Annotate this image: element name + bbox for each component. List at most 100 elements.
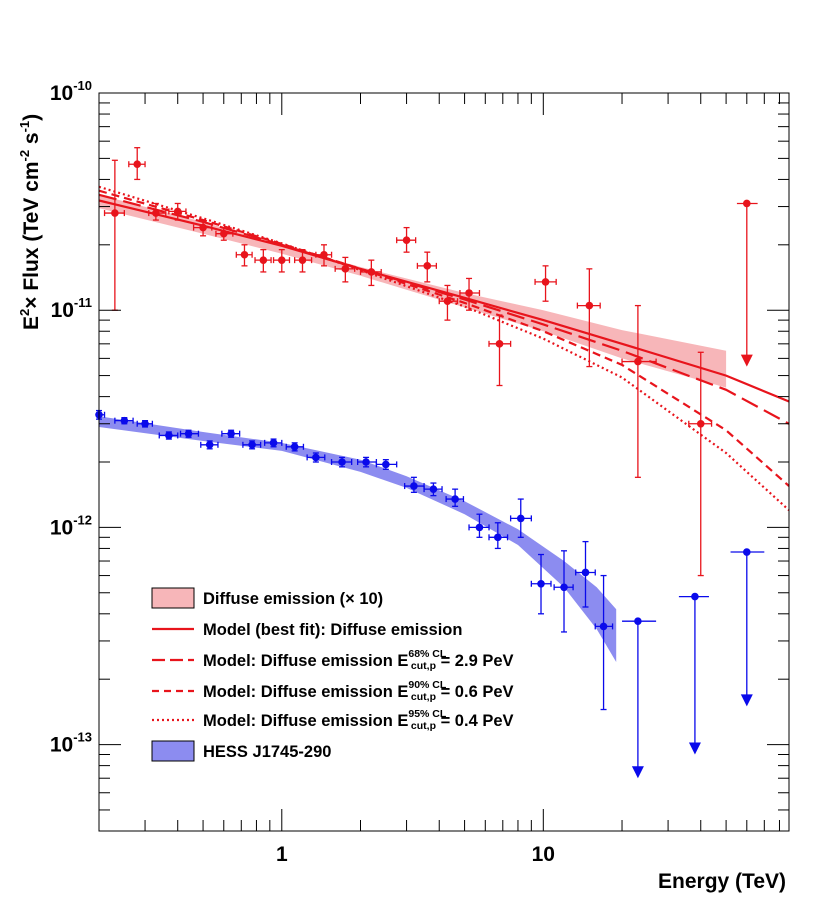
data-point-0-17 <box>488 314 512 387</box>
legend-item-model_best: Model (best fit): Diffuse emission <box>152 621 462 639</box>
legend-label-main: Model: Diffuse emission E <box>203 683 408 701</box>
bands-layer <box>99 194 727 662</box>
y-tick-base: 10 <box>51 299 74 322</box>
y-tick-label-1: 10-12 <box>50 512 92 539</box>
data-point-1-13 <box>375 459 398 471</box>
data-point-0-16 <box>459 277 481 311</box>
marker <box>599 622 608 631</box>
data-point-1-15 <box>423 482 443 497</box>
marker <box>585 301 594 310</box>
data-point-1-6 <box>221 429 241 438</box>
y-tick-label-2: 10-11 <box>51 295 92 322</box>
marker <box>240 250 249 259</box>
legend-label: Diffuse emission (× 10) <box>203 590 383 608</box>
band-0 <box>99 194 727 388</box>
y-label-s: s <box>20 132 43 150</box>
y-tick-base: 10 <box>50 734 73 757</box>
marker <box>560 583 568 592</box>
marker <box>219 229 228 238</box>
legend-label-main: HESS J1745-290 <box>203 743 331 761</box>
data-point-0-13 <box>396 226 417 253</box>
marker <box>382 460 390 469</box>
data-point-1-17 <box>468 513 490 538</box>
legend-label: Model: Diffuse emission E68% CL cut,p = 2… <box>203 648 514 672</box>
model-line-1 <box>98 193 790 425</box>
y-label-exp2: 2 <box>17 309 32 316</box>
data-point-0-21 <box>688 351 713 577</box>
data-point-0-15 <box>438 284 459 321</box>
marker <box>298 256 307 264</box>
limit-arrow <box>740 694 753 707</box>
marker <box>320 250 328 259</box>
y-tick-exp: -10 <box>73 78 92 93</box>
marker <box>475 523 484 532</box>
y-tick-exp: -13 <box>73 730 92 745</box>
marker <box>277 256 286 264</box>
legend-label: Model (best fit): Diffuse emission <box>203 621 462 639</box>
marker <box>451 495 459 503</box>
data-point-1-2 <box>136 419 154 428</box>
marker <box>743 548 751 556</box>
legend: Diffuse emission (× 10) Model (best fit):… <box>151 587 514 762</box>
legend-label-sub: cut,p <box>411 660 436 672</box>
limit-arrow <box>688 742 701 755</box>
data-point-0-4 <box>192 219 213 237</box>
x-tick-label-0: 1 <box>276 843 288 866</box>
band-1 <box>99 416 617 662</box>
marker <box>634 357 642 366</box>
upper-limit-1-0 <box>622 617 657 779</box>
data-point-0-14 <box>416 251 438 283</box>
legend-label-sup: 95% CL <box>408 708 447 720</box>
x-tick-label-1: 10 <box>532 843 555 866</box>
legend-label-main: Model (best fit): Diffuse emission <box>203 621 462 639</box>
marker <box>259 256 268 264</box>
data-point-1-20 <box>530 553 552 615</box>
marker <box>184 429 193 438</box>
marker <box>120 416 129 425</box>
legend-label-tail: = 0.6 PeV <box>436 683 514 701</box>
legend-label-sub: cut,p <box>411 691 436 703</box>
data-point-0-20 <box>621 304 657 478</box>
data-point-1-4 <box>179 429 200 438</box>
y-label-flux: × Flux (TeV cm <box>20 162 43 309</box>
data-point-0-7 <box>254 248 272 273</box>
y-tick-base: 10 <box>50 82 73 105</box>
y-tick-exp: -12 <box>73 512 92 527</box>
marker <box>269 439 278 447</box>
marker <box>248 441 256 449</box>
data-point-0-9 <box>294 248 313 273</box>
y-axis-label: E2× Flux (TeV cm-2 s-1) <box>17 114 43 330</box>
data-point-0-2 <box>148 202 167 221</box>
data-point-0-12 <box>359 259 382 287</box>
data-point-0-5 <box>215 226 234 241</box>
legend-item-model_68: Model: Diffuse emission E68% CL cut,p = 2… <box>152 648 514 672</box>
marker <box>205 441 214 449</box>
marker <box>227 429 235 438</box>
marker <box>537 579 545 588</box>
data-point-1-10 <box>306 452 326 463</box>
legend-label: Model: Diffuse emission E95% CL cut,p = 0… <box>203 708 514 732</box>
y-tick-label-3: 10-10 <box>50 78 92 105</box>
data-point-1-9 <box>285 442 305 452</box>
legend-label-sup: 90% CL <box>408 679 447 691</box>
data-point-0-6 <box>235 244 253 267</box>
upper-limit-1-2 <box>730 548 765 707</box>
data-point-1-19 <box>509 498 532 538</box>
marker <box>743 199 751 208</box>
marker <box>402 236 411 245</box>
upper-limit-0-0 <box>736 199 758 367</box>
x-axis-label: Energy (TeV) <box>658 870 786 893</box>
y-tick-base: 10 <box>50 516 73 539</box>
legend-label-sub: cut,p <box>411 720 436 732</box>
marker <box>696 419 705 428</box>
data-points-layer <box>95 147 765 779</box>
data-point-1-22 <box>575 540 596 608</box>
data-point-1-18 <box>488 522 509 550</box>
data-point-1-7 <box>242 440 262 450</box>
data-point-0-1 <box>128 147 146 181</box>
legend-label-tail: = 2.9 PeV <box>436 652 514 670</box>
marker <box>173 207 182 216</box>
marker <box>133 160 142 169</box>
marker <box>362 458 370 466</box>
